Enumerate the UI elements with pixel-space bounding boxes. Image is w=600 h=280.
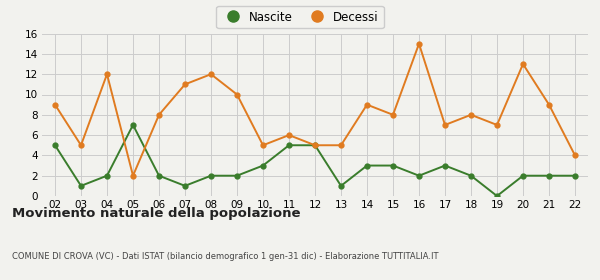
Nascite <box>52 144 59 147</box>
Decessi <box>208 73 215 76</box>
Decessi <box>520 62 527 66</box>
Nascite <box>77 184 85 188</box>
Nascite <box>520 174 527 178</box>
Decessi <box>181 83 188 86</box>
Nascite <box>181 184 188 188</box>
Nascite <box>545 174 553 178</box>
Decessi <box>103 73 110 76</box>
Decessi <box>130 174 137 178</box>
Line: Decessi: Decessi <box>53 41 577 178</box>
Line: Nascite: Nascite <box>53 123 577 199</box>
Nascite <box>155 174 163 178</box>
Nascite <box>311 144 319 147</box>
Nascite <box>467 174 475 178</box>
Nascite <box>364 164 371 167</box>
Decessi <box>493 123 500 127</box>
Nascite <box>337 184 344 188</box>
Decessi <box>286 134 293 137</box>
Nascite <box>493 194 500 198</box>
Nascite <box>286 144 293 147</box>
Nascite <box>208 174 215 178</box>
Nascite <box>571 174 578 178</box>
Nascite <box>389 164 397 167</box>
Decessi <box>415 42 422 45</box>
Decessi <box>545 103 553 106</box>
Decessi <box>155 113 163 116</box>
Decessi <box>337 144 344 147</box>
Nascite <box>103 174 110 178</box>
Nascite <box>130 123 137 127</box>
Nascite <box>415 174 422 178</box>
Decessi <box>389 113 397 116</box>
Decessi <box>571 154 578 157</box>
Decessi <box>364 103 371 106</box>
Nascite <box>233 174 241 178</box>
Legend: Nascite, Decessi: Nascite, Decessi <box>216 6 384 28</box>
Decessi <box>311 144 319 147</box>
Decessi <box>442 123 449 127</box>
Decessi <box>467 113 475 116</box>
Text: Movimento naturale della popolazione: Movimento naturale della popolazione <box>12 207 301 220</box>
Text: COMUNE DI CROVA (VC) - Dati ISTAT (bilancio demografico 1 gen-31 dic) - Elaboraz: COMUNE DI CROVA (VC) - Dati ISTAT (bilan… <box>12 252 439 261</box>
Decessi <box>77 144 85 147</box>
Decessi <box>233 93 241 96</box>
Decessi <box>259 144 266 147</box>
Decessi <box>52 103 59 106</box>
Nascite <box>442 164 449 167</box>
Nascite <box>259 164 266 167</box>
